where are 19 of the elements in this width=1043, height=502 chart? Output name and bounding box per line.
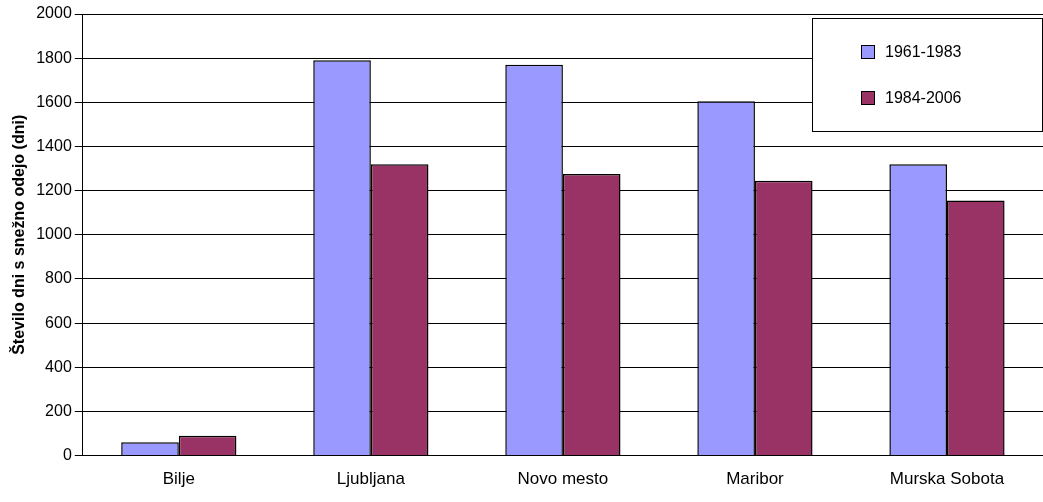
legend-label: 1984-2006: [885, 89, 962, 107]
x-tick-label: Bilje: [162, 469, 195, 489]
y-tick-label: 1200: [36, 181, 72, 199]
y-tick-label: 1000: [36, 225, 72, 243]
x-tick-label: Murska Sobota: [889, 469, 1005, 489]
y-tick-label: 600: [45, 313, 72, 331]
y-tick-label: 1800: [36, 48, 72, 66]
x-tick-label: Maribor: [726, 469, 785, 489]
y-tick-label: 800: [45, 269, 72, 287]
y-tick-label: 2000: [36, 4, 72, 22]
x-tick-label: Ljubljana: [336, 469, 406, 489]
legend-label: 1961-1983: [885, 43, 962, 61]
y-tick-label: 1600: [36, 92, 72, 110]
y-tick-label: 400: [45, 357, 72, 375]
y-tick-label: 200: [45, 401, 72, 419]
y-tick-label: 1400: [36, 136, 72, 154]
x-tick-label: Novo mesto: [517, 469, 609, 489]
y-tick-label: 0: [62, 446, 72, 464]
y-axis-title: Število dni s snežno odejo (dni): [9, 114, 28, 355]
